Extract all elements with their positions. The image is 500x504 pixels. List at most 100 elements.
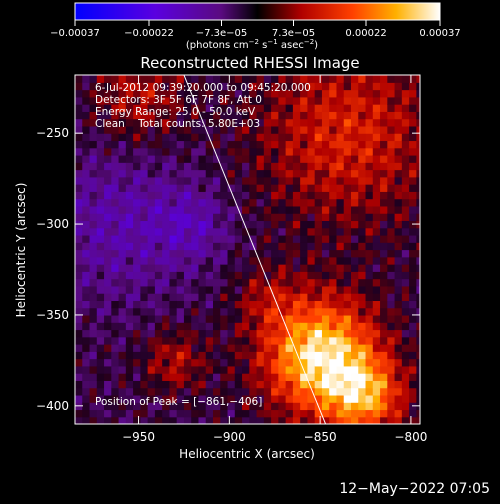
heatmap-cell [234, 140, 243, 149]
heatmap-cell [343, 82, 352, 91]
heatmap-cell [321, 184, 330, 192]
heatmap-cell [409, 147, 417, 156]
heatmap-cell [118, 394, 127, 403]
heatmap-cell [372, 89, 381, 98]
heatmap-cell [336, 329, 345, 338]
heatmap-cell [205, 162, 214, 171]
heatmap-cell [292, 176, 301, 185]
heatmap-cell [133, 242, 141, 251]
heatmap-cell [249, 104, 258, 112]
heatmap-cell [256, 373, 265, 381]
heatmap-cell [140, 394, 149, 403]
heatmap-cell [387, 365, 396, 374]
heatmap-cell [169, 322, 178, 331]
heatmap-cell [133, 220, 141, 229]
heatmap-cell [394, 336, 403, 345]
heatmap-cell [89, 387, 98, 396]
heatmap-cell [75, 205, 83, 214]
heatmap-cell [271, 227, 279, 236]
heatmap-cell [82, 365, 91, 374]
heatmap-cell [365, 140, 374, 149]
heatmap-cell [401, 154, 410, 163]
heatmap-cell [387, 278, 396, 287]
heatmap-cell [271, 220, 279, 229]
heatmap-cell [183, 300, 192, 309]
heatmap-cell [314, 133, 323, 142]
heatmap-cell [409, 373, 417, 381]
heatmap-cell [372, 293, 381, 301]
heatmap-cell [292, 329, 301, 338]
heatmap-cell [242, 416, 250, 424]
heatmap-cell [380, 278, 388, 287]
heatmap-cell [118, 111, 127, 120]
heatmap-cell [191, 220, 200, 229]
heatmap-cell [162, 176, 171, 185]
heatmap-cell [89, 125, 98, 134]
heatmap-cell [154, 198, 163, 207]
heatmap-cell [387, 256, 396, 265]
heatmap-cell [380, 322, 388, 331]
heatmap-cell [307, 307, 316, 316]
heatmap-cell [249, 307, 258, 316]
heatmap-cell [227, 249, 236, 258]
heatmap-cell [249, 380, 258, 389]
heatmap-cell [191, 264, 200, 272]
heatmap-cell [220, 162, 229, 171]
heatmap-cell [372, 198, 381, 207]
heatmap-cell [213, 184, 221, 192]
heatmap-cell [380, 82, 388, 91]
heatmap-cell [227, 307, 236, 316]
heatmap-cell [183, 264, 192, 272]
heatmap-cell [220, 394, 229, 403]
heatmap-cell [300, 104, 309, 112]
heatmap-cell [104, 184, 112, 192]
heatmap-cell [321, 387, 330, 396]
heatmap-cell [300, 154, 309, 163]
heatmap-cell [285, 373, 294, 381]
heatmap-cell [365, 365, 374, 374]
heatmap-cell [263, 213, 272, 222]
heatmap-cell [220, 249, 229, 258]
heatmap-cell [183, 373, 192, 381]
heatmap-cell [292, 278, 301, 287]
heatmap-cell [82, 96, 91, 105]
heatmap-cell [140, 242, 149, 251]
heatmap-cell [242, 285, 250, 294]
heatmap-cell [227, 104, 236, 112]
heatmap-cell [220, 285, 229, 294]
heatmap-cell [336, 75, 345, 83]
heatmap-cell [89, 82, 98, 91]
heatmap-cell [292, 322, 301, 331]
heatmap-cell [220, 380, 229, 389]
heatmap-cell [336, 271, 345, 280]
heatmap-cell [140, 162, 149, 171]
heatmap-cell [372, 82, 381, 91]
heatmap-cell [147, 278, 156, 287]
heatmap-cell [133, 176, 141, 185]
heatmap-cell [300, 133, 309, 142]
heatmap-cell [125, 293, 134, 301]
heatmap-cell [314, 336, 323, 345]
heatmap-cell [133, 336, 141, 345]
heatmap-cell [401, 162, 410, 171]
heatmap-cell [409, 118, 417, 127]
heatmap-cell [133, 184, 141, 192]
heatmap-cell [220, 300, 229, 309]
heatmap-cell [329, 184, 338, 192]
heatmap-cell [140, 256, 149, 265]
heatmap-cell [401, 89, 410, 98]
heatmap-cell [227, 380, 236, 389]
heatmap-cell [256, 198, 265, 207]
heatmap-cell [380, 314, 388, 323]
heatmap-cell [365, 213, 374, 222]
heatmap-cell [416, 409, 420, 418]
heatmap-cell [82, 285, 91, 294]
heatmap-cell [227, 264, 236, 272]
heatmap-cell [394, 133, 403, 142]
heatmap-cell [82, 140, 91, 149]
heatmap-cell [329, 409, 338, 418]
heatmap-cell [256, 314, 265, 323]
y-tick-label: −300 [36, 217, 69, 231]
heatmap-cell [351, 402, 359, 411]
heatmap-cell [205, 264, 214, 272]
